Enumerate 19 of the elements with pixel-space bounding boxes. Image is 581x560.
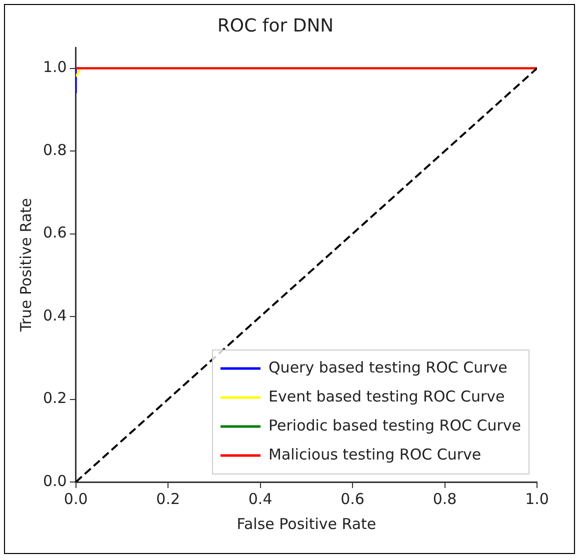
y-tick-label: 0.8 bbox=[42, 140, 67, 159]
x-axis-title: False Positive Rate bbox=[236, 514, 376, 533]
legend-label: Malicious testing ROC Curve bbox=[268, 445, 482, 464]
x-tick-label: 0.8 bbox=[432, 490, 457, 508]
legend-label: Query based testing ROC Curve bbox=[268, 358, 508, 376]
legend-label: Periodic based testing ROC Curve bbox=[268, 416, 522, 434]
y-axis-title: True Positive Rate bbox=[16, 198, 35, 333]
legend-label: Event based testing ROC Curve bbox=[268, 387, 505, 406]
x-tick-label: 1.0 bbox=[525, 490, 549, 508]
y-tick-label: 0.4 bbox=[42, 306, 67, 324]
x-tick-label: 0.4 bbox=[248, 490, 272, 508]
x-tick-label: 0.6 bbox=[340, 490, 364, 508]
y-tick-label: 0.2 bbox=[42, 389, 67, 408]
y-tick-label: 0.0 bbox=[42, 472, 67, 490]
chart-title: ROC for DNN bbox=[217, 15, 334, 36]
x-tick-label: 0.2 bbox=[156, 490, 180, 508]
y-tick-label: 0.6 bbox=[42, 224, 67, 242]
y-tick-label: 1.0 bbox=[42, 58, 67, 76]
x-tick-label: 0.0 bbox=[64, 490, 88, 508]
